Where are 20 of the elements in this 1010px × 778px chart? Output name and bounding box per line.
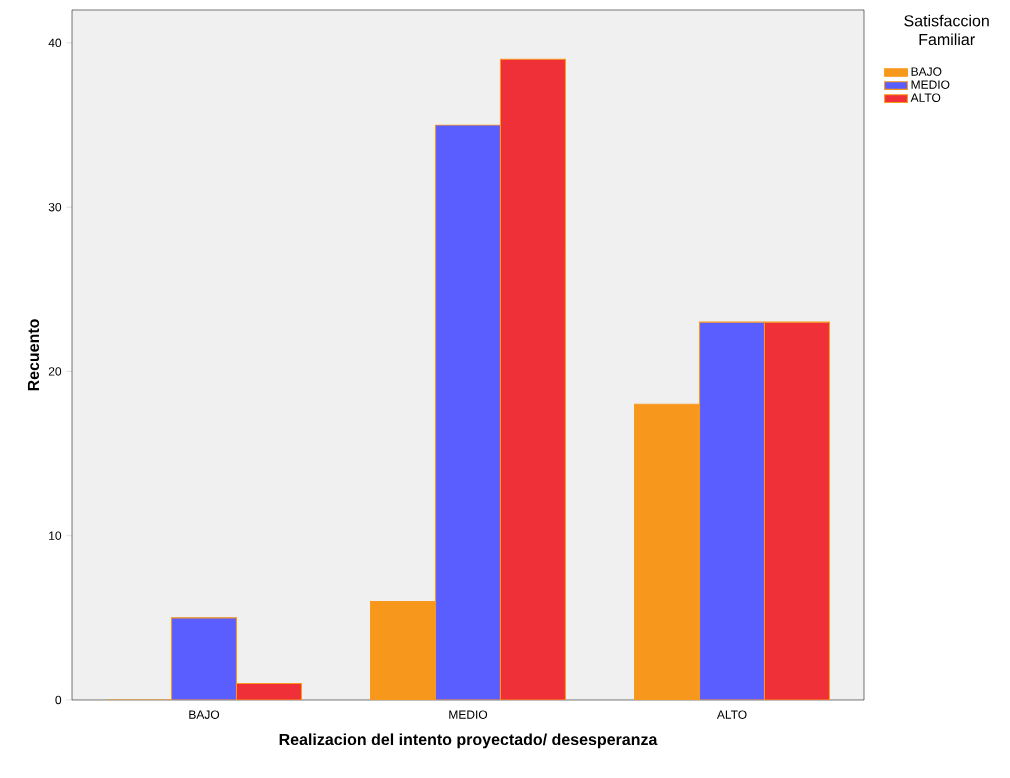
legend-title: Satisfaccion Familiar [904, 14, 989, 46]
bar [763, 321, 830, 700]
bar [499, 58, 566, 700]
y-tick-label: 10 [49, 531, 62, 540]
legend-label: ALTO [910, 93, 941, 102]
y-tick-label: 40 [48, 38, 62, 48]
bar [698, 321, 766, 700]
y-axis-title: Recuento [27, 319, 40, 391]
x-tick-label: MEDIO [449, 710, 488, 719]
y-tick-label: 30 [48, 202, 62, 212]
legend-label: MEDIO [911, 80, 950, 89]
legend-label: BAJO [911, 67, 942, 76]
y-tick-label: 0 [55, 695, 62, 705]
bar [235, 683, 302, 700]
bar [434, 124, 502, 700]
x-tick-label: ALTO [716, 710, 747, 719]
y-tick-label: 20 [48, 367, 62, 376]
x-tick-label: BAJO [189, 710, 220, 719]
bar [170, 617, 238, 700]
x-axis-title: Realizacion del intento proyectado/ desesperanza [279, 733, 658, 749]
